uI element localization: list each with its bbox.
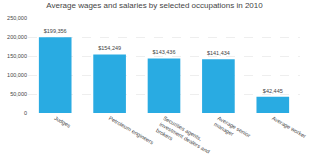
svg-text:$141,434: $141,434: [207, 50, 230, 56]
svg-text:$199,356: $199,356: [44, 28, 67, 34]
svg-text:$143,436: $143,436: [153, 49, 176, 55]
svg-text:$42,445: $42,445: [263, 88, 283, 94]
svg-text:Judges: Judges: [53, 115, 72, 129]
svg-text:Average wages and salaries by: Average wages and salaries by selected o…: [46, 1, 263, 10]
svg-text:50,000: 50,000: [10, 91, 27, 97]
svg-text:Securities agents,investment d: Securities agents,investment dealers and…: [155, 115, 214, 161]
svg-text:Petroleum engineers: Petroleum engineers: [108, 115, 155, 146]
svg-text:$154,249: $154,249: [98, 45, 121, 51]
svg-text:Average worker: Average worker: [271, 115, 307, 139]
svg-text:250,000: 250,000: [7, 15, 27, 21]
svg-text:200,000: 200,000: [7, 34, 27, 40]
svg-text:100,000: 100,000: [7, 72, 27, 78]
svg-text:Average seniormanager: Average seniormanager: [213, 115, 252, 145]
svg-text:150,000: 150,000: [7, 53, 27, 59]
svg-text:0: 0: [24, 110, 27, 116]
